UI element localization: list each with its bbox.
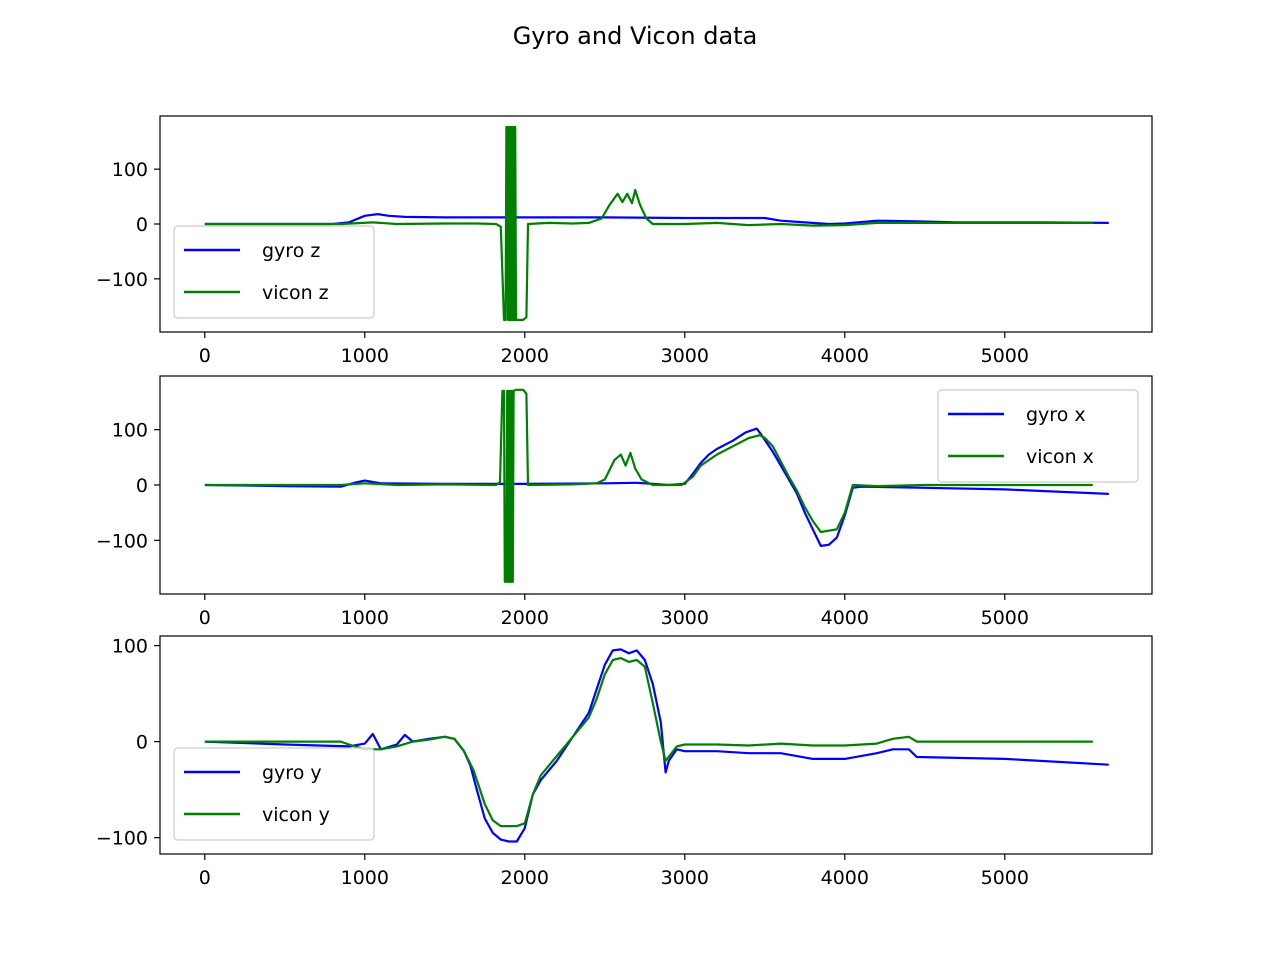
legend-label: gyro x [1026, 404, 1086, 426]
x-tick-label: 3000 [661, 345, 709, 367]
y-tick-label: −100 [96, 530, 148, 552]
x-tick-label: 4000 [821, 867, 869, 889]
series-line-vicon-y [204, 657, 1093, 828]
x-tick-label: 0 [199, 345, 211, 367]
x-tick-label: 3000 [661, 607, 709, 629]
subplot-x: 0 1000 2000 3000 4000 5000 −100 0 100 gyro x vicon… [96, 375, 1153, 629]
y-tick-label: 0 [136, 475, 148, 497]
series-line-gyro-z [204, 213, 1109, 226]
y-tick-label: 100 [112, 636, 148, 658]
y-tick-label: −100 [96, 828, 148, 850]
x-tick-label: 0 [199, 867, 211, 889]
y-tick-label: 0 [136, 732, 148, 754]
x-tick-label: 5000 [981, 345, 1029, 367]
y-tick-label: 100 [112, 420, 148, 442]
legend: gyro x vicon x [937, 389, 1139, 483]
x-tick-label: 2000 [501, 345, 549, 367]
figure-title: Gyro and Vicon data [513, 22, 758, 50]
series-line-vicon-x [204, 388, 1093, 583]
axes-frame [159, 635, 1153, 855]
series-lines [204, 388, 1109, 583]
legend-label: vicon z [262, 282, 329, 304]
x-tick-label: 5000 [981, 607, 1029, 629]
x-tick-label: 0 [199, 607, 211, 629]
x-tick-label: 1000 [341, 345, 389, 367]
legend-label: gyro y [262, 762, 322, 784]
series-line-vicon-z [204, 125, 1093, 321]
legend: gyro y vicon y [173, 747, 375, 841]
series-lines [204, 125, 1109, 321]
y-tick-label: −100 [96, 269, 148, 291]
subplot-y: 0 1000 2000 3000 4000 5000 −100 0 100 gyro y vicon… [96, 635, 1153, 889]
x-tick-label: 1000 [341, 867, 389, 889]
subplot-z: 0 1000 2000 3000 4000 5000 −100 0 100 gyro z vicon… [96, 115, 1153, 367]
x-tick-label: 2000 [501, 607, 549, 629]
x-tick-label: 4000 [821, 607, 869, 629]
x-tick-label: 2000 [501, 867, 549, 889]
series-lines [204, 648, 1109, 843]
legend: gyro z vicon z [173, 225, 375, 319]
legend-label: gyro z [262, 240, 320, 262]
y-tick-label: 0 [136, 214, 148, 236]
legend-label: vicon x [1026, 446, 1094, 468]
x-tick-label: 5000 [981, 867, 1029, 889]
x-tick-label: 1000 [341, 607, 389, 629]
x-tick-label: 3000 [661, 867, 709, 889]
legend-label: vicon y [262, 804, 330, 826]
x-tick-label: 4000 [821, 345, 869, 367]
y-tick-label: 100 [112, 159, 148, 181]
